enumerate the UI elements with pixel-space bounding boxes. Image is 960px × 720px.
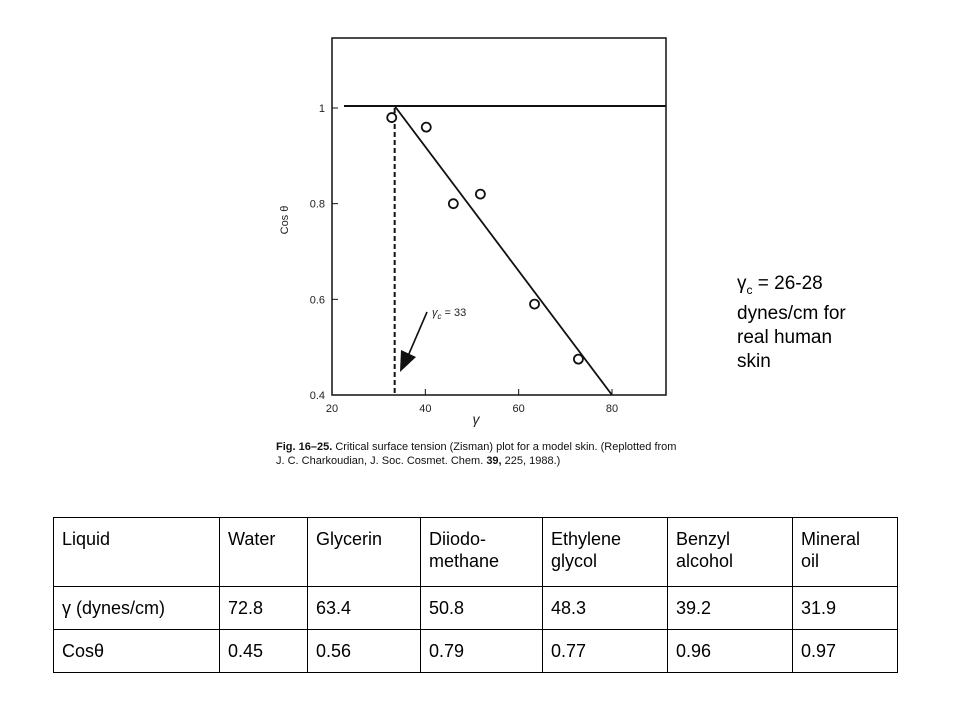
note-line-3: real human	[737, 326, 833, 348]
y-tick-label: 0.4	[310, 390, 325, 402]
data-points	[386, 112, 584, 365]
table-header-row: Liquid Water Glycerin Diiodo-methane Ethylen…	[53, 517, 898, 587]
note-line-1: γc = 26-28	[737, 273, 823, 297]
annotation-arrow-head	[400, 350, 416, 372]
table-cell: γ (dynes/cm)	[53, 586, 220, 630]
x-tick-label: 40	[419, 403, 431, 415]
table-header-cell: Benzyl alcohol	[667, 517, 793, 587]
data-point	[447, 198, 459, 210]
table-cell: 72.8	[219, 586, 308, 630]
table-cell: 0.77	[542, 629, 668, 673]
gamma-c-annotation: γc = 33	[432, 307, 466, 321]
table-cell: 0.79	[420, 629, 543, 673]
plot-border	[331, 37, 667, 396]
table-cell: 48.3	[542, 586, 668, 630]
liquid-table: Liquid Water Glycerin Diiodo-methane Ethylen…	[53, 517, 898, 673]
table-cell: 0.45	[219, 629, 308, 673]
table-header-cell: Water	[219, 517, 308, 587]
table-cell: 0.56	[307, 629, 421, 673]
caption-label: Fig. 16–25.	[276, 441, 333, 453]
fit-line	[393, 105, 613, 396]
table-cell: Cosθ	[53, 629, 220, 673]
note-line-4: skin	[737, 350, 771, 372]
y-tick-label: 1	[319, 103, 325, 115]
table-header-cell: Mineral oil	[792, 517, 898, 587]
table-header-cell: Liquid	[53, 517, 220, 587]
table-cell: 31.9	[792, 586, 898, 630]
y-tick-label: 0.8	[310, 199, 325, 211]
table-cell: 39.2	[667, 586, 793, 630]
plot-frame	[331, 37, 667, 396]
table-header-cell: Diiodo-methane	[420, 517, 543, 587]
table-row: Cosθ 0.45 0.56 0.79 0.77 0.96 0.97	[53, 629, 898, 673]
note-line-2: dynes/cm for	[737, 302, 846, 324]
y-tick-label: 0.6	[310, 294, 325, 306]
y-axis-label: Cos θ	[279, 206, 291, 235]
table-cell: 50.8	[420, 586, 543, 630]
critical-tension-note: γc = 26-28 dynes/cm for real human skin	[737, 272, 917, 374]
data-point	[573, 353, 584, 365]
caption-end: 225, 1988.)	[501, 455, 561, 467]
data-point	[386, 112, 398, 123]
x-tick-label: 80	[606, 403, 618, 415]
data-point	[420, 121, 432, 133]
table-row: γ (dynes/cm) 72.8 63.4 50.8 48.3 39.2 31.9	[53, 586, 898, 630]
figure-caption: Fig. 16–25. Critical surface tension (Zi…	[276, 440, 686, 468]
table-cell: 0.97	[792, 629, 898, 673]
axis-ticks: 20 40 60 80 0.4 0.6 0.8 1	[310, 103, 618, 415]
table-cell: 63.4	[307, 586, 421, 630]
table-header-cell: Glycerin	[307, 517, 421, 587]
annotation-label: γc = 33	[432, 307, 466, 321]
x-tick-label: 60	[513, 403, 525, 415]
zisman-plot: 20 40 60 80 0.4 0.6 0.8 1 γc = 33 Cos θ γ	[279, 37, 667, 427]
data-point	[529, 298, 540, 310]
annotation-arrow-shaft	[407, 311, 428, 357]
plot-lines	[344, 105, 666, 396]
table-cell: 0.96	[667, 629, 793, 673]
data-point	[474, 188, 486, 200]
caption-text: Critical surface tension (Zisman) plot f…	[276, 441, 677, 467]
x-axis-label: γ	[473, 411, 481, 427]
x-tick-label: 20	[326, 403, 338, 415]
table-header-cell: Ethylene glycol	[542, 517, 668, 587]
caption-volume: 39,	[486, 455, 502, 467]
